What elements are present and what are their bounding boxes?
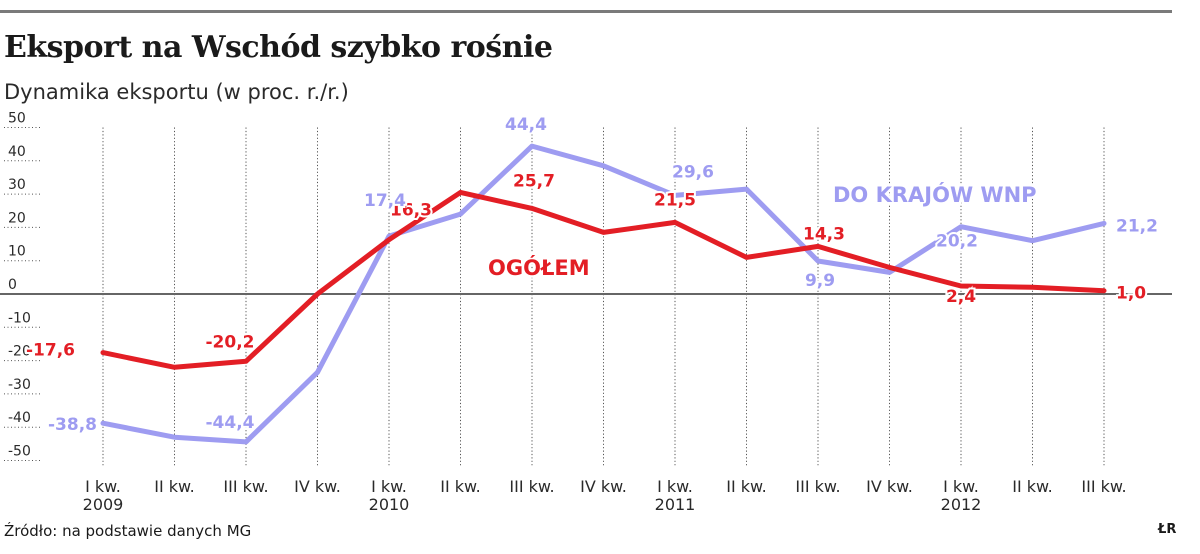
data-label: -20,2 — [206, 332, 255, 352]
data-label: 25,7 — [513, 171, 555, 191]
y-tick-label: 0 — [8, 277, 17, 293]
series-line-total — [100, 189, 1107, 370]
y-tick-label: 40 — [8, 144, 26, 160]
data-label: 21,2 — [1116, 216, 1158, 236]
data-label: 21,5 — [654, 190, 696, 210]
data-label: 9,9 — [805, 271, 835, 291]
y-tick-label: -10 — [8, 310, 31, 326]
series-label-total: OGÓŁEM — [488, 255, 590, 280]
data-label: 17,4 — [364, 191, 406, 211]
x-year-label: 2012 — [941, 495, 982, 514]
series-label-wnp: DO KRAJÓW WNP — [833, 182, 1037, 207]
data-label: 20,2 — [936, 232, 978, 252]
data-label: 16,3 — [390, 201, 432, 221]
series-lines — [100, 143, 1107, 445]
chart-title: Eksport na Wschód szybko rośnie — [4, 30, 553, 65]
x-tick-label: II kw. — [726, 477, 767, 496]
source-note: Źródło: na podstawie danych MG — [4, 522, 252, 540]
y-tick-label: -30 — [8, 377, 31, 393]
y-tick-label: 50 — [8, 111, 26, 127]
x-year-label: 2010 — [369, 495, 410, 514]
x-tick-label: III kw. — [223, 477, 268, 496]
x-year-label: 2011 — [655, 495, 696, 514]
data-label: 2,4 — [946, 287, 976, 307]
x-tick-label: II kw. — [154, 477, 195, 496]
y-tick-label: -40 — [8, 410, 31, 426]
grid — [0, 127, 1172, 467]
x-tick-label: I kw. — [943, 477, 979, 496]
author-credit: ŁR — [1158, 522, 1177, 537]
x-year-label: 2009 — [83, 495, 124, 514]
x-tick-label: I kw. — [657, 477, 693, 496]
x-tick-label: III kw. — [795, 477, 840, 496]
data-label: 44,4 — [505, 115, 547, 135]
x-tick-label: III kw. — [509, 477, 554, 496]
x-tick-label: I kw. — [371, 477, 407, 496]
y-tick-label: 10 — [8, 244, 26, 260]
x-tick-label: III kw. — [1081, 477, 1126, 496]
x-tick-label: IV kw. — [580, 477, 627, 496]
y-tick-label: 30 — [8, 177, 26, 193]
data-label: -38,8 — [48, 415, 97, 435]
x-tick-label: IV kw. — [866, 477, 913, 496]
y-tick-label: -20 — [8, 344, 31, 360]
y-tick-label: 20 — [8, 210, 26, 226]
data-label: -44,4 — [206, 413, 255, 433]
y-tick-label: -50 — [8, 444, 31, 460]
chart-subtitle: Dynamika eksportu (w proc. r./r.) — [4, 80, 349, 104]
data-label: 1,0 — [1116, 284, 1146, 304]
data-label: -17,6 — [26, 341, 75, 361]
y-axis: 50 40 30 20 10 0 -10 -20 -30 -40 -50 — [4, 111, 42, 461]
x-tick-label: II kw. — [1012, 477, 1053, 496]
x-tick-label: IV kw. — [294, 477, 341, 496]
top-rule — [0, 10, 1172, 13]
x-tick-label: II kw. — [440, 477, 481, 496]
x-tick-label: I kw. — [85, 477, 121, 496]
data-label: 14,3 — [803, 224, 845, 244]
data-label: 29,6 — [672, 162, 714, 182]
data-labels: -17,6 -20,2 16,3 25,7 21,5 14,3 2,4 1,0 -38,8 -44… — [24, 113, 1160, 437]
series-line-wnp — [100, 143, 1107, 445]
x-axis: I kw. II kw. III kw. IV kw. I kw. II kw. III k… — [83, 477, 1127, 514]
